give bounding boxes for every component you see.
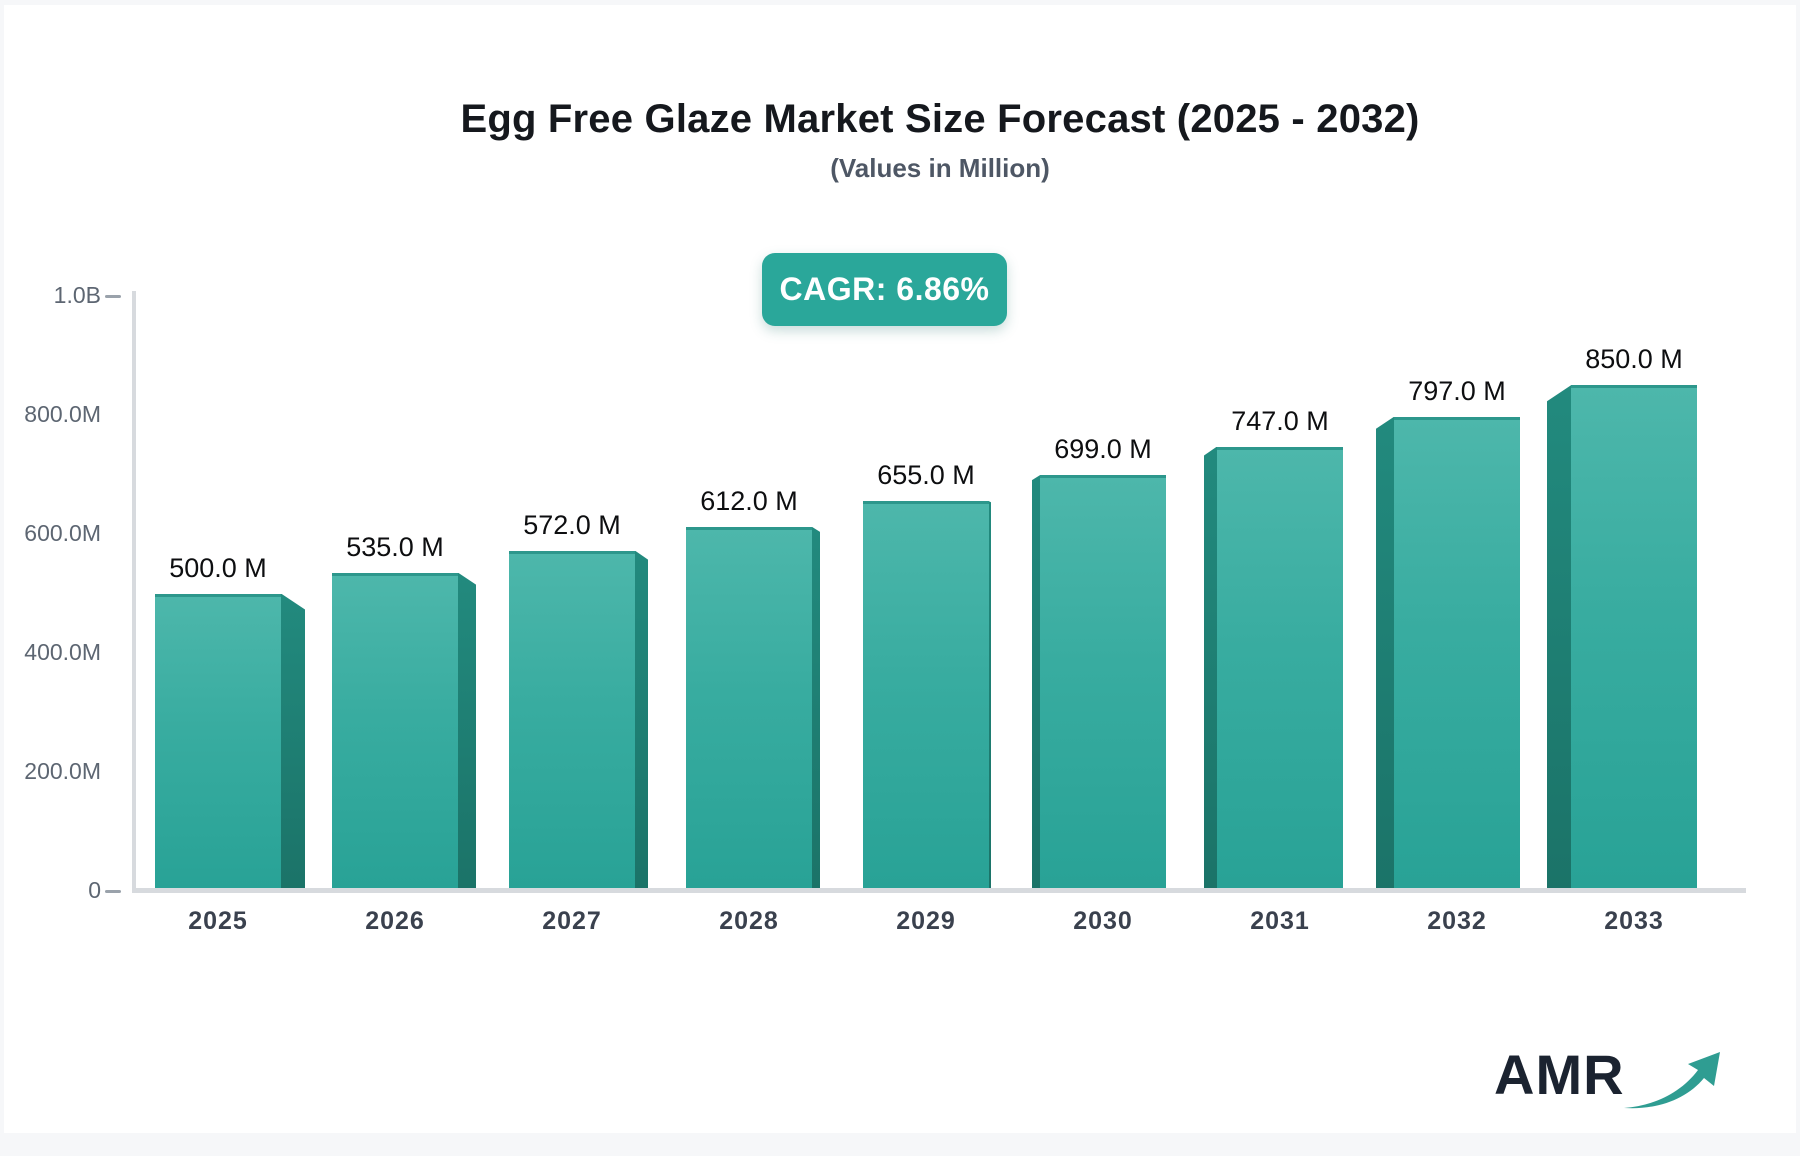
x-axis-label-2025: 2025 [188, 907, 248, 935]
bar-2025-side-face [281, 593, 305, 891]
bar-2029-side-face [989, 501, 991, 891]
growth-arrow-icon [1624, 1052, 1720, 1109]
bar-value-label: 572.0 M [523, 509, 621, 540]
x-axis-label-2028: 2028 [719, 907, 779, 935]
x-axis-label-2026: 2026 [365, 907, 425, 935]
bar-2031 [1217, 446, 1343, 891]
y-axis-tick-label: 800.0M [24, 401, 101, 427]
bar-2033-side-face [1547, 385, 1571, 891]
cagr-badge: CAGR: 6.86% [762, 253, 1007, 326]
x-axis-label-2033: 2033 [1604, 907, 1664, 935]
bar-value-label: 612.0 M [700, 485, 798, 516]
bar-2033 [1571, 385, 1697, 891]
bar-value-label: 699.0 M [1054, 434, 1152, 465]
bar-value-label: 797.0 M [1408, 375, 1506, 406]
bar-2032-side-face [1376, 416, 1394, 891]
x-axis-label-2030: 2030 [1073, 907, 1133, 935]
y-axis-tick-label: 0 [88, 877, 101, 903]
y-axis-tick-mark [105, 295, 121, 298]
x-axis-label-2031: 2031 [1250, 907, 1310, 935]
bar-value-label: 747.0 M [1231, 405, 1329, 436]
bar-value-label: 535.0 M [346, 531, 444, 562]
bar-2030-side-face [1032, 475, 1040, 891]
chart-title: Egg Free Glaze Market Size Forecast (202… [460, 97, 1420, 141]
bar-2031-side-face [1204, 446, 1217, 891]
y-axis-tick-label: 400.0M [24, 639, 101, 665]
amr-logo: AMR [1494, 1030, 1734, 1125]
bar-2032 [1394, 416, 1520, 891]
bar-2027 [509, 550, 635, 891]
amr-logo-text: AMR [1494, 1043, 1625, 1106]
y-axis-tick-label: 200.0M [24, 758, 101, 784]
y-axis-tick-label: 1.0B [53, 282, 101, 308]
bar-2026 [332, 572, 458, 891]
x-axis-label-2027: 2027 [542, 907, 602, 935]
cagr-badge-label: CAGR: 6.86% [779, 271, 990, 307]
bar-2029 [863, 501, 989, 891]
x-axis-label-2032: 2032 [1427, 907, 1487, 935]
bar-2027-side-face [635, 550, 648, 891]
bar-value-label: 500.0 M [169, 552, 267, 583]
y-axis-tick-mark [105, 890, 121, 893]
bar-value-label: 850.0 M [1585, 344, 1683, 375]
bar-2028 [686, 526, 812, 891]
y-axis-tick-label: 600.0M [24, 520, 101, 546]
x-axis-baseline [132, 888, 1746, 893]
x-axis-label-2029: 2029 [896, 907, 956, 935]
bar-2030 [1040, 475, 1166, 891]
chart-subtitle: (Values in Million) [830, 153, 1050, 183]
bar-2028-side-face [812, 526, 820, 891]
bar-2026-side-face [458, 572, 476, 891]
chart-card: Egg Free Glaze Market Size Forecast (202… [4, 5, 1796, 1133]
y-axis-line [132, 291, 136, 888]
bar-value-label: 655.0 M [877, 460, 975, 491]
bar-2025 [155, 593, 281, 891]
